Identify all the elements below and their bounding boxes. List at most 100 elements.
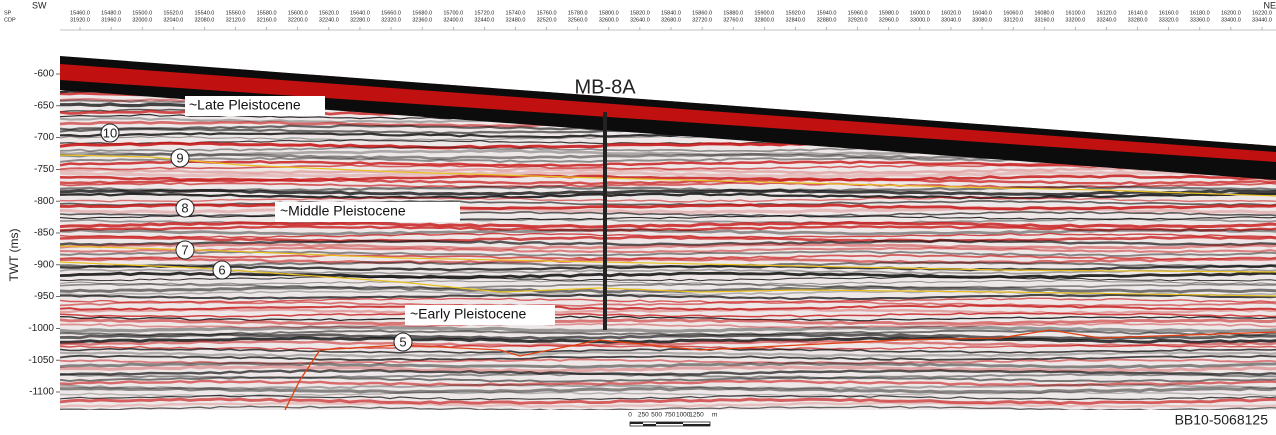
sp-value: 15740.0	[506, 10, 526, 16]
cdp-value: 33360.0	[1190, 17, 1210, 23]
sp-value: 15620.0	[319, 10, 339, 16]
page: SW NE SP CDP TWT (ms) MB-8A ~Late Pleist…	[0, 0, 1276, 435]
sp-value: 15760.0	[537, 10, 557, 16]
cdp-value: 33440.0	[1252, 17, 1272, 23]
cdp-value: 32920.0	[848, 17, 868, 23]
sp-value: 15920.0	[785, 10, 805, 16]
sp-value: 15580.0	[257, 10, 277, 16]
cdp-value: 32960.0	[879, 17, 899, 23]
cdp-value: 33000.0	[910, 17, 930, 23]
cdp-value: 32000.0	[132, 17, 152, 23]
horizon-number: 8	[181, 200, 188, 215]
scale-label: 0	[628, 412, 632, 419]
horizon-number: 6	[218, 262, 225, 277]
scale-fill	[683, 424, 710, 426]
sp-value: 15480.0	[101, 10, 121, 16]
y-tick-label: -650	[34, 100, 54, 111]
sp-value: 15900.0	[754, 10, 774, 16]
sp-value: 15460.0	[70, 10, 90, 16]
sp-value: 15700.0	[443, 10, 463, 16]
cdp-value: 33280.0	[1128, 17, 1148, 23]
sp-value: 16020.0	[941, 10, 961, 16]
sp-value: 16040.0	[972, 10, 992, 16]
sp-value: 16180.0	[1190, 10, 1210, 16]
sp-value: 15680.0	[412, 10, 432, 16]
seismic-figure: SW NE SP CDP TWT (ms) MB-8A ~Late Pleist…	[0, 0, 1276, 430]
sp-value: 16000.0	[910, 10, 930, 16]
unit-label: ~Early Pleistocene	[410, 306, 527, 322]
cdp-value: 32240.0	[319, 17, 339, 23]
sp-value: 15780.0	[568, 10, 588, 16]
cdp-value: 32560.0	[568, 17, 588, 23]
cdp-value: 32080.0	[194, 17, 214, 23]
unit-label: ~Middle Pleistocene	[280, 203, 406, 219]
sp-label: SP	[4, 10, 12, 16]
sp-value: 15860.0	[692, 10, 712, 16]
cdp-value: 33040.0	[941, 17, 961, 23]
sp-value: 16200.0	[1221, 10, 1241, 16]
cdp-value: 32880.0	[817, 17, 837, 23]
sp-value: 16140.0	[1128, 10, 1148, 16]
scale-label: 750	[664, 412, 675, 419]
horizon-number: 9	[176, 150, 183, 165]
sp-value: 16220.0	[1252, 10, 1272, 16]
direction-left: SW	[32, 0, 47, 10]
scale-fill	[643, 424, 656, 426]
sp-value: 15880.0	[723, 10, 743, 16]
scale-unit: m	[712, 412, 717, 419]
cdp-value: 33200.0	[1065, 17, 1085, 23]
y-tick-label: -950	[34, 291, 54, 302]
cdp-value: 31920.0	[70, 17, 90, 23]
cdp-value: 33320.0	[1159, 17, 1179, 23]
cdp-value: 32520.0	[537, 17, 557, 23]
horizon-number: 10	[103, 125, 117, 140]
cdp-value: 33080.0	[972, 17, 992, 23]
cdp-value: 32040.0	[163, 17, 183, 23]
cdp-value: 32400.0	[443, 17, 463, 23]
cdp-value: 32200.0	[288, 17, 308, 23]
cdp-value: 32640.0	[630, 17, 650, 23]
header-labels: 15460.031920.015480.031960.015500.032000…	[70, 10, 1272, 30]
sp-value: 15660.0	[381, 10, 401, 16]
cdp-value: 33400.0	[1221, 17, 1241, 23]
cdp-value: 32160.0	[257, 17, 277, 23]
scale-fill	[630, 422, 643, 424]
sp-value: 16080.0	[1034, 10, 1054, 16]
cdp-value: 32360.0	[412, 17, 432, 23]
sp-value: 15520.0	[163, 10, 183, 16]
cdp-value: 32680.0	[661, 17, 681, 23]
sp-value: 15720.0	[474, 10, 494, 16]
y-tick-label: -1100	[29, 387, 54, 398]
sp-value: 15840.0	[661, 10, 681, 16]
cdp-value: 32320.0	[381, 17, 401, 23]
sp-value: 16060.0	[1003, 10, 1023, 16]
y-axis-label: TWT (ms)	[7, 228, 21, 281]
y-tick-label: -850	[34, 228, 54, 239]
well-name: MB-8A	[574, 76, 636, 98]
scale-label: 1250	[689, 412, 704, 419]
y-tick-label: -600	[34, 69, 54, 80]
sp-value: 15640.0	[350, 10, 370, 16]
cdp-value: 32440.0	[474, 17, 494, 23]
sp-value: 15980.0	[879, 10, 899, 16]
y-tick-label: -750	[34, 164, 54, 175]
horizon-number: 7	[181, 242, 188, 257]
cdp-value: 33240.0	[1097, 17, 1117, 23]
sp-value: 16120.0	[1097, 10, 1117, 16]
sp-value: 15600.0	[288, 10, 308, 16]
cdp-value: 32120.0	[226, 17, 246, 23]
sp-value: 15540.0	[194, 10, 214, 16]
cdp-value: 32720.0	[692, 17, 712, 23]
sp-value: 15800.0	[599, 10, 619, 16]
cdp-value: 31960.0	[101, 17, 121, 23]
direction-right: NE	[1263, 0, 1276, 10]
cdp-value: 32800.0	[754, 17, 774, 23]
y-tick-label: -900	[34, 259, 54, 270]
cdp-value: 32840.0	[785, 17, 805, 23]
sp-value: 15940.0	[817, 10, 837, 16]
cdp-label: CDP	[4, 17, 16, 23]
cdp-value: 33160.0	[1034, 17, 1054, 23]
scale-label: 500	[651, 412, 662, 419]
sp-value: 16100.0	[1065, 10, 1085, 16]
scale-fill	[656, 422, 683, 424]
